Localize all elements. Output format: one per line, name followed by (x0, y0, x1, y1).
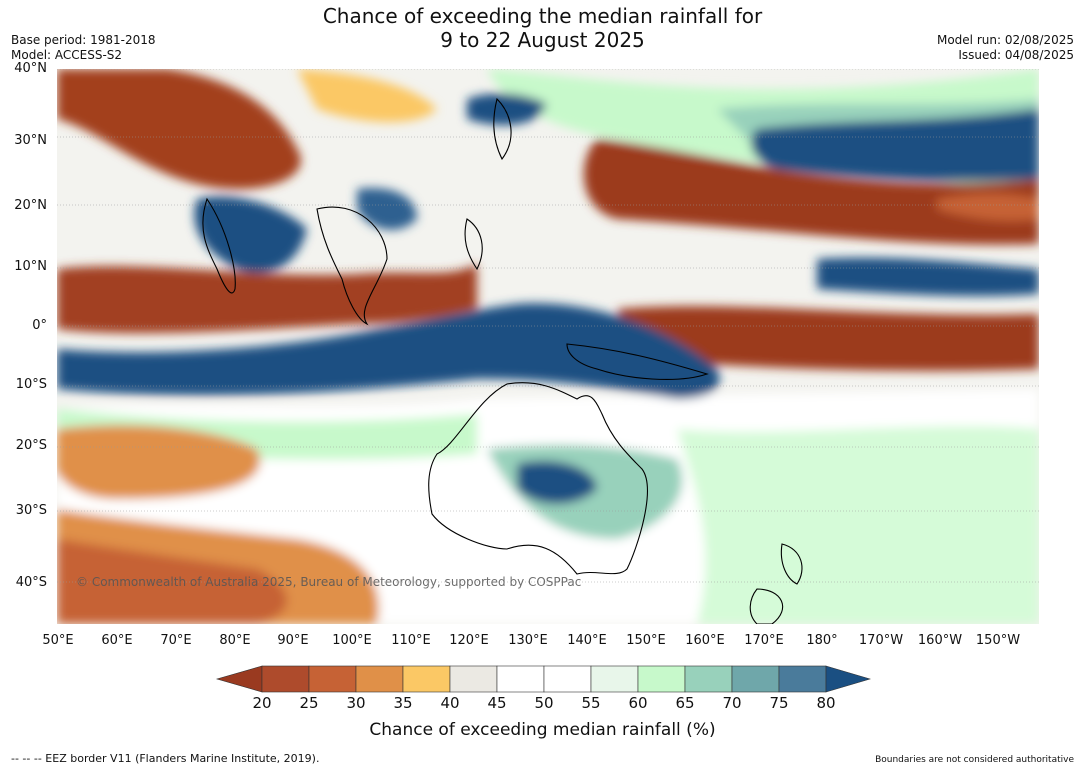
colorbar-tick-label: 60 (628, 694, 648, 712)
lat-label-10n: 10°N (14, 259, 47, 274)
lat-label-30s: 30°S (15, 503, 47, 518)
colorbar-segment (496, 665, 545, 693)
colorbar-segment (590, 665, 639, 693)
colorbar-segment (684, 665, 733, 693)
colorbar-segment (261, 665, 310, 693)
lon-label-150w: 150°W (975, 633, 1021, 648)
colorbar-tick-label: 20 (252, 694, 272, 712)
map-canvas (57, 69, 1039, 624)
lon-label-110e: 110°E (391, 633, 431, 648)
colorbar-segment (449, 665, 498, 693)
map-title: Chance of exceeding the median rainfall … (0, 4, 1085, 52)
colorbar-segment (637, 665, 686, 693)
colorbar-tick-label: 30 (346, 694, 366, 712)
lat-label-40n: 40°N (14, 61, 47, 76)
colorbar-tick-label: 50 (534, 694, 554, 712)
title-line-1: Chance of exceeding the median rainfall … (322, 4, 763, 28)
rainfall-field (57, 69, 1039, 624)
lon-label-80e: 80°E (219, 633, 251, 648)
colorbar-tick-label: 25 (299, 694, 319, 712)
colorbar-segment (778, 665, 827, 693)
coastlines (202, 97, 803, 624)
colorbar-tick-label: 35 (393, 694, 413, 712)
run-info: Model run: 02/08/2025 Issued: 04/08/2025 (937, 33, 1074, 63)
colorbar-arrow-high (825, 665, 871, 693)
lat-label-10s: 10°S (15, 377, 47, 392)
rainfall-map[interactable] (57, 69, 1039, 624)
lat-label-30n: 30°N (14, 133, 47, 148)
colorbar-segment (355, 665, 404, 693)
lon-label-60e: 60°E (101, 633, 133, 648)
lon-label-170w: 170°W (858, 633, 904, 648)
lon-label-120e: 120°E (449, 633, 489, 648)
lon-label-140e: 140°E (567, 633, 607, 648)
colorbar-tick-label: 70 (722, 694, 742, 712)
colorbar (215, 665, 871, 693)
lat-label-20n: 20°N (14, 198, 47, 213)
base-period: Base period: 1981-2018 (11, 33, 156, 47)
lon-label-160w: 160°W (917, 633, 963, 648)
lon-label-70e: 70°E (160, 633, 192, 648)
colorbar-segment (308, 665, 357, 693)
lon-label-130e: 130°E (508, 633, 548, 648)
eez-legend: -- -- -- EEZ border V11 (Flanders Marine… (11, 752, 320, 765)
model-name: Model: ACCESS-S2 (11, 48, 123, 62)
issued-date: Issued: 04/08/2025 (958, 48, 1074, 62)
colorbar-tick-label: 55 (581, 694, 601, 712)
lon-label-160e: 160°E (685, 633, 725, 648)
colorbar-title: Chance of exceeding median rainfall (%) (369, 720, 716, 740)
colorbar-segment (731, 665, 780, 693)
lat-label-0: 0° (32, 318, 47, 333)
lat-label-40s: 40°S (15, 575, 47, 590)
copyright-notice: © Commonwealth of Australia 2025, Bureau… (76, 575, 582, 589)
lon-label-100e: 100°E (332, 633, 372, 648)
lat-label-20s: 20°S (15, 438, 47, 453)
boundary-disclaimer: Boundaries are not considered authoritat… (875, 755, 1074, 765)
lon-label-90e: 90°E (277, 633, 309, 648)
lon-label-170e: 170°E (744, 633, 784, 648)
lon-label-50e: 50°E (42, 633, 74, 648)
colorbar-tick-label: 65 (675, 694, 695, 712)
colorbar-arrow-low (215, 665, 263, 693)
model-info: Base period: 1981-2018 Model: ACCESS-S2 (11, 33, 156, 63)
colorbar-tick-label: 40 (440, 694, 460, 712)
colorbar-tick-label: 80 (816, 694, 836, 712)
colorbar-segment (402, 665, 451, 693)
model-run: Model run: 02/08/2025 (936, 33, 1074, 47)
lon-label-180: 180° (806, 633, 838, 648)
colorbar-tick-label: 75 (769, 694, 789, 712)
title-line-2: 9 to 22 August 2025 (440, 28, 645, 52)
lon-label-150e: 150°E (626, 633, 666, 648)
colorbar-tick-label: 45 (487, 694, 507, 712)
colorbar-segment (543, 665, 592, 693)
